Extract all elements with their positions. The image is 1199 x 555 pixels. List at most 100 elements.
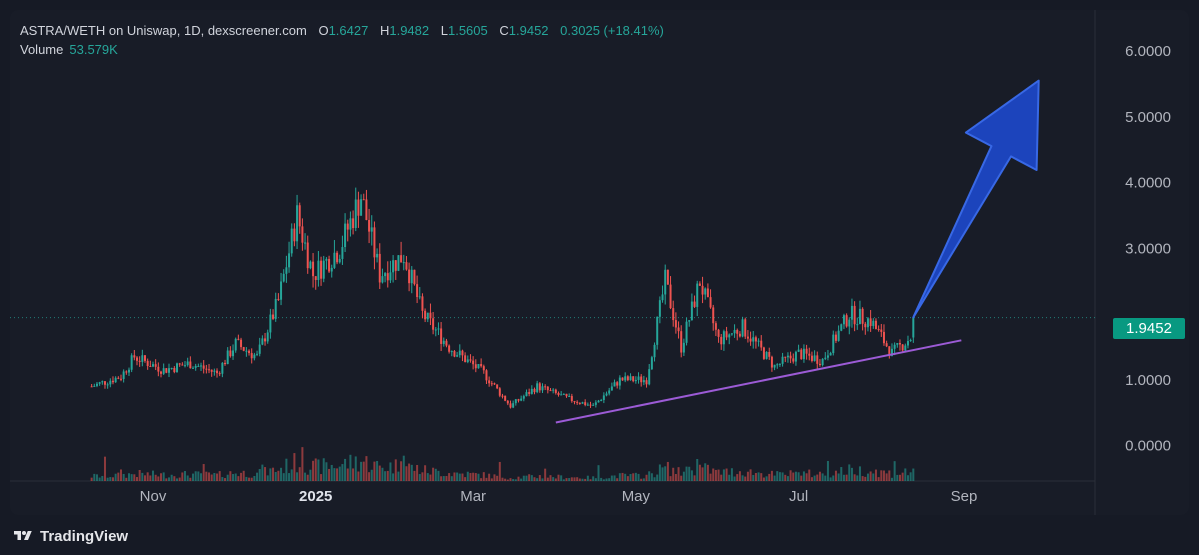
candle-body [378, 253, 381, 283]
volume-label[interactable]: Volume [20, 42, 64, 57]
volume-bar [208, 472, 211, 481]
candle-body [394, 260, 397, 271]
volume-bar [242, 470, 245, 481]
candle-body [656, 316, 659, 345]
candle-body [530, 388, 533, 394]
price-chart[interactable]: 6.0000 5.0000 4.0000 3.0000 1.0000 0.0000 Nov 2… [10, 10, 1189, 515]
chart-area[interactable]: 6.0000 5.0000 4.0000 3.0000 1.0000 0.0000 Nov 2… [10, 10, 1189, 515]
tradingview-brand[interactable]: TradingView [12, 525, 128, 547]
candle-body [802, 348, 805, 360]
candle-body [757, 340, 760, 342]
volume-bar [200, 473, 203, 481]
candle-body [912, 317, 915, 338]
volume-bar [506, 479, 509, 481]
volume-bar [570, 477, 573, 481]
volume-bar [866, 473, 869, 481]
candle-body [512, 403, 515, 408]
candle-body [829, 353, 832, 356]
candle-body [696, 283, 699, 307]
volume-bar [277, 470, 280, 481]
candle-body [141, 355, 144, 362]
candle-body [709, 297, 712, 308]
volume-bar [669, 476, 672, 481]
volume-bar [352, 468, 355, 481]
candle-body [95, 383, 98, 386]
candle-body [477, 364, 480, 369]
volume-bar [728, 474, 731, 481]
volume-bar [304, 472, 307, 481]
candle-body [722, 331, 725, 345]
volume-bar [701, 467, 704, 481]
volume-bar [629, 474, 632, 481]
volume-bar [405, 466, 408, 481]
volume-bar [362, 461, 365, 481]
candle-body [584, 402, 587, 406]
candle-body [536, 383, 539, 393]
candle-body [178, 363, 181, 365]
close-label: C [499, 23, 509, 38]
candle-body [770, 356, 773, 368]
volume-bar [632, 473, 635, 481]
candle-body [509, 403, 512, 408]
volume-bar [464, 477, 467, 481]
candle-body [261, 338, 264, 345]
candle-body [853, 305, 856, 325]
volume-bar [288, 473, 291, 481]
candle-body [133, 355, 136, 358]
last-price-tag: 1.9452 [1113, 318, 1185, 339]
volume-bar [170, 474, 173, 481]
volume-bar [266, 475, 269, 481]
volume-bar [472, 472, 475, 481]
open-label: O [318, 23, 329, 38]
volume-bar [176, 478, 179, 481]
candle-body [877, 328, 880, 330]
candle-body [816, 355, 819, 364]
volume-bar [674, 473, 677, 481]
candle-body [677, 327, 680, 332]
candle-body [168, 368, 171, 373]
volume-bar [93, 473, 96, 481]
candle-body [410, 269, 413, 284]
candle-body [464, 355, 467, 363]
volume-bar [448, 473, 451, 481]
volume-bar [392, 473, 395, 481]
candle-body [264, 338, 267, 342]
candle-body [640, 376, 643, 383]
volume-bar [653, 477, 656, 481]
candle-body [904, 345, 907, 351]
candle-body [146, 360, 149, 367]
candle-body [552, 389, 555, 391]
volume-bar [338, 466, 341, 481]
candle-body [746, 336, 749, 339]
volume-bar [522, 475, 525, 481]
candle-body [626, 376, 629, 381]
candle-body [413, 269, 416, 285]
candle-body [797, 349, 800, 352]
volume-bar [296, 472, 299, 481]
candle-body [170, 367, 173, 369]
candle-body [560, 394, 563, 396]
candle-body [314, 276, 317, 281]
volume-bar [685, 466, 688, 481]
volume-bar [274, 471, 277, 481]
candle-body [370, 227, 373, 232]
symbol-title[interactable]: ASTRA/WETH on Uniswap, 1D, dexscreener.c… [20, 23, 307, 38]
volume-bar [314, 458, 317, 481]
candle-body [202, 365, 205, 369]
volume-bar [240, 472, 243, 481]
volume-bar [520, 478, 523, 481]
volume-bar [882, 470, 885, 481]
volume-bar [122, 473, 125, 481]
candle-body [360, 199, 363, 216]
candle-body [157, 366, 160, 372]
candle-body [135, 357, 138, 361]
volume-bar [504, 478, 507, 481]
volume-bar [482, 472, 485, 481]
volume-bar [354, 456, 357, 481]
candle-body [805, 348, 808, 354]
candle-body [789, 355, 792, 359]
candle-body [888, 346, 891, 356]
candle-body [490, 383, 493, 385]
volume-bar [248, 477, 251, 481]
